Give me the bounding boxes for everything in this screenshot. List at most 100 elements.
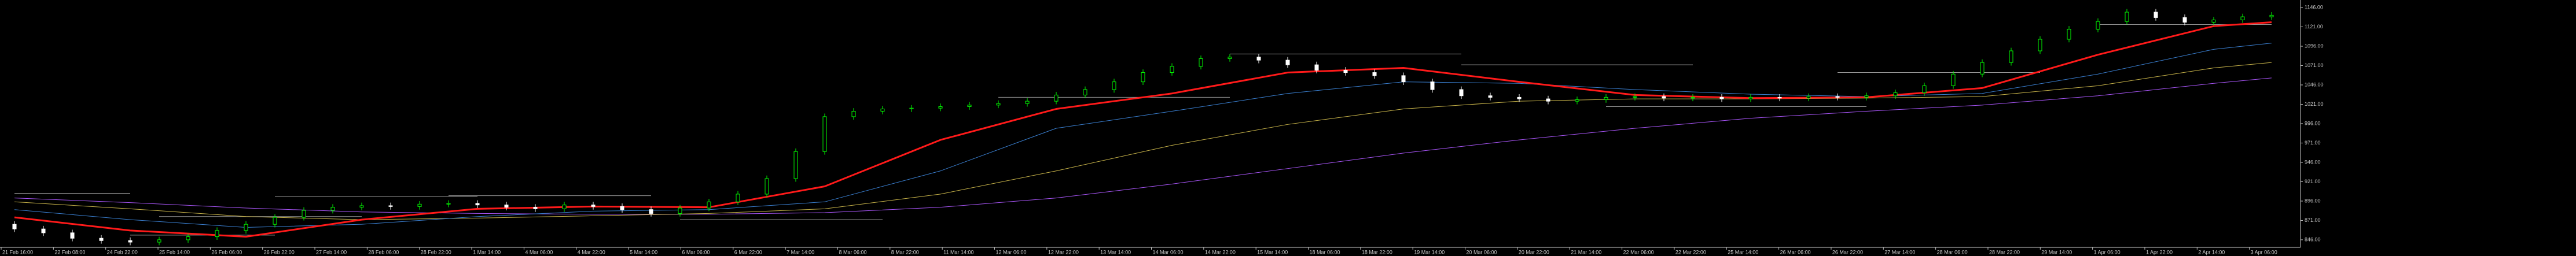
candle-body	[2269, 14, 2274, 17]
candle-body	[244, 224, 248, 231]
x-tick-label: 28 Mar 06:00	[1937, 249, 1968, 255]
x-tick-label: 22 Feb 08:00	[54, 249, 85, 255]
candle-body	[417, 203, 422, 207]
x-tick-label: 26 Feb 22:00	[264, 249, 295, 255]
candle-body	[2211, 19, 2216, 23]
x-tick-label: 14 Mar 06:00	[1153, 249, 1184, 255]
x-tick-label: 28 Feb 22:00	[421, 249, 451, 255]
candle-body	[302, 210, 306, 218]
candle-body	[2009, 50, 2013, 63]
x-tick-label: 25 Feb 14:00	[159, 249, 190, 255]
x-tick-label: 8 Mar 22:00	[891, 249, 919, 255]
x-tick-label: 20 Mar 22:00	[1519, 249, 1549, 255]
x-tick-label: 6 Mar 22:00	[734, 249, 762, 255]
x-tick-label: 21 Mar 14:00	[1571, 249, 1601, 255]
x-tick-label: 29 Mar 14:00	[2041, 249, 2072, 255]
candle-body	[678, 207, 682, 214]
candle-body	[1314, 64, 1319, 71]
candle-body	[1430, 81, 1435, 90]
candle-body	[533, 207, 538, 209]
moving-average	[14, 21, 2272, 238]
candle-body	[2154, 12, 2158, 18]
x-tick-label: 28 Mar 22:00	[1989, 249, 2020, 255]
candle-body	[1401, 75, 1406, 83]
x-tick-label: 27 Mar 14:00	[1884, 249, 1915, 255]
moving-average	[14, 43, 2272, 228]
candle-body	[707, 201, 711, 209]
candle-body	[967, 105, 972, 107]
x-tick-label: 28 Feb 06:00	[368, 249, 399, 255]
candle-body	[1459, 89, 1464, 97]
candle-body	[1054, 94, 1059, 102]
candle-body	[1372, 72, 1377, 76]
x-tick-label: 12 Mar 22:00	[1048, 249, 1079, 255]
x-tick-label: 22 Mar 06:00	[1623, 249, 1654, 255]
x-tick-label: 7 Mar 14:00	[787, 249, 814, 255]
candle-body	[1228, 57, 1232, 59]
candle-body	[446, 203, 451, 205]
x-tick-label: 18 Mar 06:00	[1310, 249, 1340, 255]
candle-body	[1112, 81, 1116, 90]
y-tick-label: 871.00	[2305, 217, 2321, 223]
x-tick-label: 25 Mar 14:00	[1728, 249, 1758, 255]
candle-body	[1285, 60, 1290, 65]
y-tick-label: 1046.00	[2305, 81, 2324, 87]
moving-average	[14, 62, 2272, 220]
x-tick-label: 24 Feb 22:00	[107, 249, 138, 255]
candle-body	[330, 207, 335, 211]
candle-body	[822, 116, 827, 152]
x-tick-label: 19 Mar 14:00	[1414, 249, 1445, 255]
y-tick-label: 921.00	[2305, 179, 2321, 184]
candle-body	[1864, 95, 1869, 98]
candle-body	[2038, 39, 2042, 51]
candle-body	[1546, 98, 1550, 102]
moving-average	[14, 77, 2272, 215]
candle-body	[1922, 85, 1927, 93]
candle-body	[186, 236, 190, 240]
candle-body	[938, 106, 943, 109]
y-tick-label: 946.00	[2305, 159, 2321, 165]
y-tick-label: 1096.00	[2305, 43, 2324, 49]
candle-body	[215, 230, 219, 238]
candle-body	[1806, 96, 1811, 99]
candle-body	[1662, 96, 1666, 99]
y-tick-label: 1021.00	[2305, 101, 2324, 107]
x-tick-label: 5 Mar 14:00	[630, 249, 657, 255]
candle-body	[996, 103, 1001, 106]
candle-body	[1488, 95, 1493, 98]
candle-body	[273, 217, 277, 225]
candle-body	[1980, 62, 1985, 75]
candle-body	[1691, 97, 1695, 99]
candle-body	[1517, 97, 1522, 99]
candle-body	[620, 206, 624, 210]
x-tick-label: 1 Apr 22:00	[2146, 249, 2173, 255]
candle-body	[12, 224, 17, 229]
candle-body	[1893, 92, 1898, 97]
candle-body	[880, 109, 885, 112]
x-tick-label: 27 Feb 14:00	[316, 249, 347, 255]
candle-body	[2125, 12, 2129, 22]
candle-body	[2240, 16, 2245, 20]
candle-body	[1951, 73, 1956, 86]
y-tick-label: 996.00	[2305, 120, 2321, 126]
x-tick-label: 20 Mar 06:00	[1467, 249, 1497, 255]
candle-body	[1141, 72, 1145, 83]
x-tick-label: 1 Mar 14:00	[473, 249, 501, 255]
y-tick-label: 1121.00	[2305, 24, 2323, 29]
y-tick-label: 896.00	[2305, 198, 2321, 203]
x-tick-label: 12 Mar 06:00	[995, 249, 1026, 255]
candle-body	[2182, 17, 2187, 23]
candle-body	[1256, 57, 1261, 61]
candle-body	[128, 240, 133, 243]
candle-body	[70, 232, 75, 239]
candle-body	[1777, 97, 1782, 99]
x-tick-label: 14 Mar 22:00	[1205, 249, 1236, 255]
x-tick-label: 8 Mar 06:00	[839, 249, 866, 255]
candle-body	[1083, 89, 1087, 95]
candle-body	[475, 203, 480, 206]
candle-body	[2067, 29, 2071, 40]
candle-body	[562, 205, 567, 209]
x-tick-label: 4 Mar 22:00	[578, 249, 605, 255]
candle-body	[2096, 21, 2100, 30]
